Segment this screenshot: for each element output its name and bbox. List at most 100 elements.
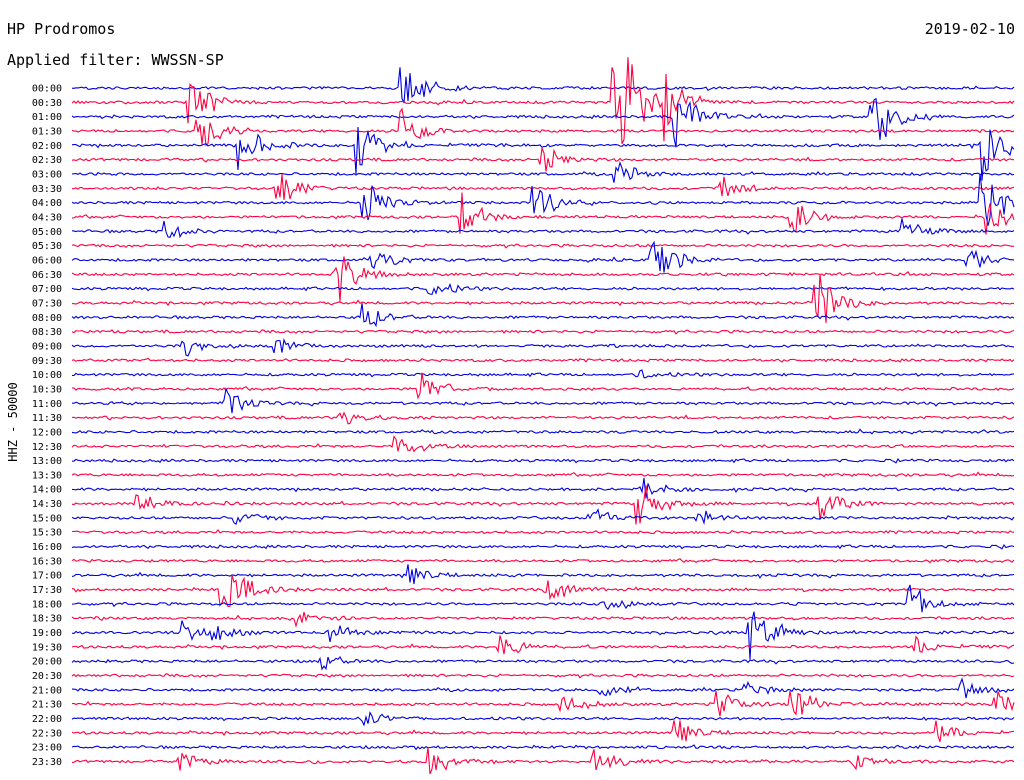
trace-line <box>71 720 1015 742</box>
trace-line <box>71 357 1015 363</box>
row-time-label: 17:00 <box>32 571 62 582</box>
trace-line <box>71 471 1015 478</box>
trace-line <box>71 329 1015 335</box>
row-time-label: 18:00 <box>32 599 62 610</box>
row-time-label: 16:00 <box>32 542 62 553</box>
trace-line <box>71 126 1015 181</box>
row-time-label: 22:30 <box>32 728 62 739</box>
trace-line <box>71 107 1015 147</box>
trace-line <box>71 611 1015 628</box>
row-time-label: 13:00 <box>32 456 62 467</box>
row-time-label: 07:00 <box>32 284 62 295</box>
trace-line <box>71 690 1015 717</box>
trace-line <box>71 218 1015 239</box>
trace-line <box>71 508 1015 526</box>
row-time-label: 01:30 <box>32 126 62 137</box>
row-time-label: 20:30 <box>32 671 62 682</box>
trace-line <box>71 673 1015 679</box>
row-time-label: 19:30 <box>32 642 62 653</box>
row-time-label: 08:00 <box>32 313 62 324</box>
row-time-label: 16:30 <box>32 556 62 567</box>
row-time-label: 01:00 <box>32 112 62 123</box>
row-time-label: 09:00 <box>32 341 62 352</box>
row-time-label: 15:30 <box>32 528 62 539</box>
row-time-label: 00:30 <box>32 98 62 109</box>
row-time-label: 14:00 <box>32 485 62 496</box>
row-time-label: 09:30 <box>32 356 62 367</box>
trace-line <box>71 611 1015 660</box>
trace-line <box>71 747 1015 775</box>
trace-line <box>71 274 1015 323</box>
trace-line <box>71 711 1015 727</box>
row-time-label: 21:30 <box>32 700 62 711</box>
trace-line <box>71 369 1015 379</box>
row-time-label: 05:30 <box>32 241 62 252</box>
trace-line <box>71 656 1015 671</box>
row-time-label: 05:00 <box>32 227 62 238</box>
row-time-label: 15:00 <box>32 513 62 524</box>
row-time-label: 02:30 <box>32 155 62 166</box>
trace-line <box>71 564 1015 585</box>
trace-line <box>71 372 1015 400</box>
station-title: HP Prodromos <box>7 20 116 38</box>
row-time-label: 20:00 <box>32 657 62 668</box>
trace-line <box>71 411 1015 425</box>
trace-line <box>71 387 1015 414</box>
row-time-label: 02:00 <box>32 141 62 152</box>
row-time-label: 06:30 <box>32 270 62 281</box>
trace-line <box>71 282 1015 296</box>
row-time-label: 23:00 <box>32 743 62 754</box>
trace-line <box>71 428 1015 435</box>
trace-line <box>71 558 1015 564</box>
trace-line <box>71 256 1015 302</box>
row-time-label: 07:30 <box>32 298 62 309</box>
trace-line <box>71 584 1015 613</box>
row-time-label: 13:30 <box>32 470 62 481</box>
row-time-label: 11:00 <box>32 399 62 410</box>
trace-line <box>71 173 1015 201</box>
row-time-label: 03:00 <box>32 169 62 180</box>
trace-line <box>71 243 1014 249</box>
trace-line <box>71 337 1015 357</box>
trace-line <box>71 173 1015 226</box>
trace-line <box>71 635 1015 655</box>
trace-line <box>71 97 1015 148</box>
row-time-label: 06:00 <box>32 255 62 266</box>
trace-line <box>71 677 1015 699</box>
trace-line <box>71 477 1015 499</box>
row-time-label: 21:00 <box>32 685 62 696</box>
filter-label: Applied filter: WWSSN-SP <box>7 51 224 69</box>
trace-line <box>71 146 1014 172</box>
row-time-label: 12:30 <box>32 442 62 453</box>
trace-line <box>71 192 1015 235</box>
trace-line <box>71 528 1015 535</box>
trace-line <box>71 574 1015 608</box>
row-time-label: 00:00 <box>32 84 62 95</box>
row-time-label: 14:30 <box>32 499 62 510</box>
row-time-label: 23:30 <box>32 757 62 768</box>
row-time-label: 03:30 <box>32 184 62 195</box>
row-time-label: 19:00 <box>32 628 62 639</box>
trace-line <box>71 457 1015 464</box>
trace-line <box>71 57 1015 145</box>
row-time-label: 04:30 <box>32 212 62 223</box>
trace-line <box>71 543 1015 550</box>
row-time-label: 10:30 <box>32 384 62 395</box>
trace-line <box>71 240 1015 273</box>
row-time-label: 18:30 <box>32 614 62 625</box>
trace-line <box>71 744 1015 751</box>
row-time-label: 08:30 <box>32 327 62 338</box>
trace-line <box>71 67 1015 104</box>
row-time-label: 04:00 <box>32 198 62 209</box>
date-label: 2019-02-10 <box>924 20 1015 38</box>
trace-line <box>71 485 1015 525</box>
row-time-label: 17:30 <box>32 585 62 596</box>
trace-line <box>71 303 1015 328</box>
row-time-label: 22:00 <box>32 714 62 725</box>
row-time-label: 12:00 <box>32 427 62 438</box>
row-time-label: 11:30 <box>32 413 62 424</box>
row-time-label: 10:00 <box>32 370 62 381</box>
trace-line <box>71 160 1015 183</box>
trace-line <box>71 435 1015 453</box>
